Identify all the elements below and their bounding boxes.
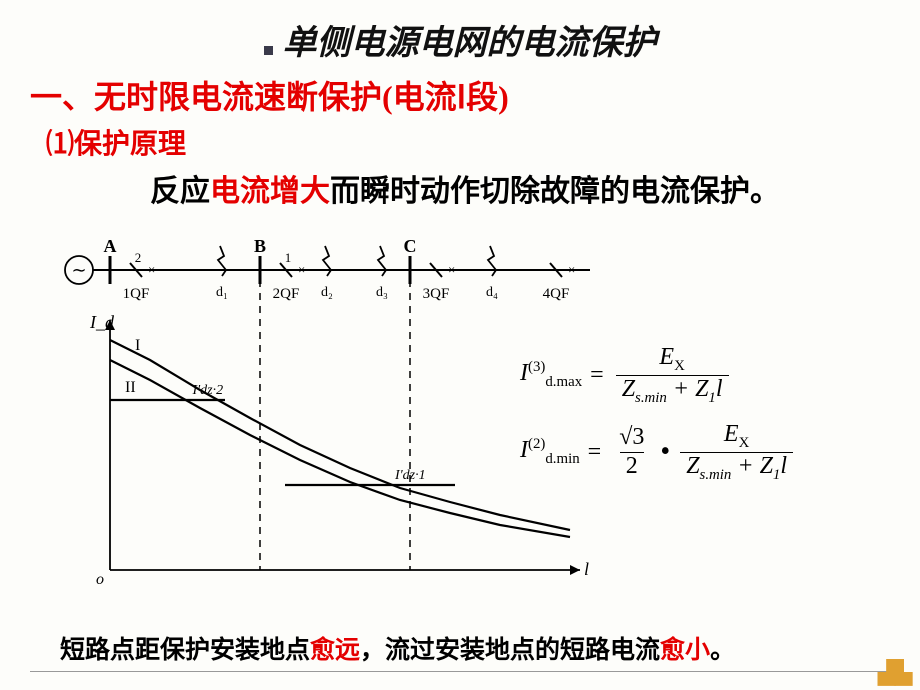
f1-num-sym: E [659,344,674,370]
f2-lhs-sym: I [520,437,528,463]
f2-den: Zs.min + Z1l [680,452,793,484]
bt-3: 。 [710,637,735,664]
svg-text:1: 1 [285,250,292,265]
svg-text:×: × [148,262,155,277]
f2-sup: (2) [528,436,545,452]
principle-highlight: 电流增大 [210,175,330,208]
svg-text:d₁: d₁ [216,285,228,300]
svg-text:d₃: d₃ [376,285,388,300]
bottom-text: 短路点距保护安装地点愈远，流过安装地点的短路电流愈小。 [60,630,735,666]
svg-text:o: o [96,571,104,588]
bt-r1: 愈远 [310,637,360,664]
svg-text:d₄: d₄ [486,285,498,300]
principle-mid: 而瞬时动作切除故障的电流保护。 [330,175,780,208]
f1-frac: EX Zs.min + Z1l [616,344,729,407]
divider-line [30,671,890,672]
bt-1: 短路点距保护安装地点 [60,637,310,664]
f2-frac: EX Zs.min + Z1l [680,421,793,484]
formulas-block: I(3)d.max = EX Zs.min + Z1l I(2)d.min = … [520,330,890,498]
f1-num-sub: X [674,358,685,374]
f1-den: Zs.min + Z1l [616,375,729,407]
section-heading: 一、无时限电流速断保护(电流Ⅰ段) [30,72,890,118]
principle-text: 反应电流增大而瞬时动作切除故障的电流保护。 [90,172,890,213]
f1-sub: d.max [545,374,582,390]
svg-text:∼: ∼ [71,260,86,280]
formula-1: I(3)d.max = EX Zs.min + Z1l [520,344,890,407]
f1-sup: (3) [528,359,545,375]
f2-coef-den: 2 [620,452,644,481]
svg-text:d₂: d₂ [321,285,333,300]
f2-num-sub: X [739,435,750,451]
svg-text:×: × [298,262,305,277]
bt-r2: 愈小 [660,637,710,664]
f2-coef: √3 2 [613,424,650,480]
f2-sub: d.min [545,451,579,467]
subsection-heading: ⑴保护原理 [46,122,890,162]
main-title: 单侧电源电网的电流保护 [283,25,657,62]
svg-text:2: 2 [135,250,142,265]
svg-text:3QF: 3QF [423,286,450,302]
bt-2: ，流过安装地点的短路电流 [360,637,660,664]
bullet-icon [264,46,273,55]
f2-coef-num: √3 [613,424,650,452]
svg-text:2QF: 2QF [273,286,300,302]
svg-text:×: × [568,262,575,277]
slide: 单侧电源电网的电流保护 一、无时限电流速断保护(电流Ⅰ段) ⑴保护原理 反应电流… [0,0,920,690]
svg-text:I_d: I_d [89,312,115,332]
svg-text:I: I [135,337,140,354]
svg-text:A: A [104,240,117,256]
svg-text:B: B [254,240,266,256]
svg-text:l: l [584,559,589,579]
svg-text:1QF: 1QF [123,286,150,302]
f2-num-sym: E [724,421,739,447]
title-row: 单侧电源电网的电流保护 [30,15,890,64]
svg-text:×: × [448,262,455,277]
svg-text:C: C [404,240,417,256]
formula-2: I(2)d.min = √3 2 • EX Zs.min + Z1l [520,421,890,484]
svg-text:I'dz·1: I'dz·1 [394,468,426,483]
principle-pre: 反应 [150,175,210,208]
corner-logo-icon: ▟▙ [878,660,912,686]
svg-text:4QF: 4QF [543,286,570,302]
svg-text:I'dz·2: I'dz·2 [192,383,224,398]
svg-text:II: II [125,379,136,396]
f1-lhs-sym: I [520,360,528,386]
